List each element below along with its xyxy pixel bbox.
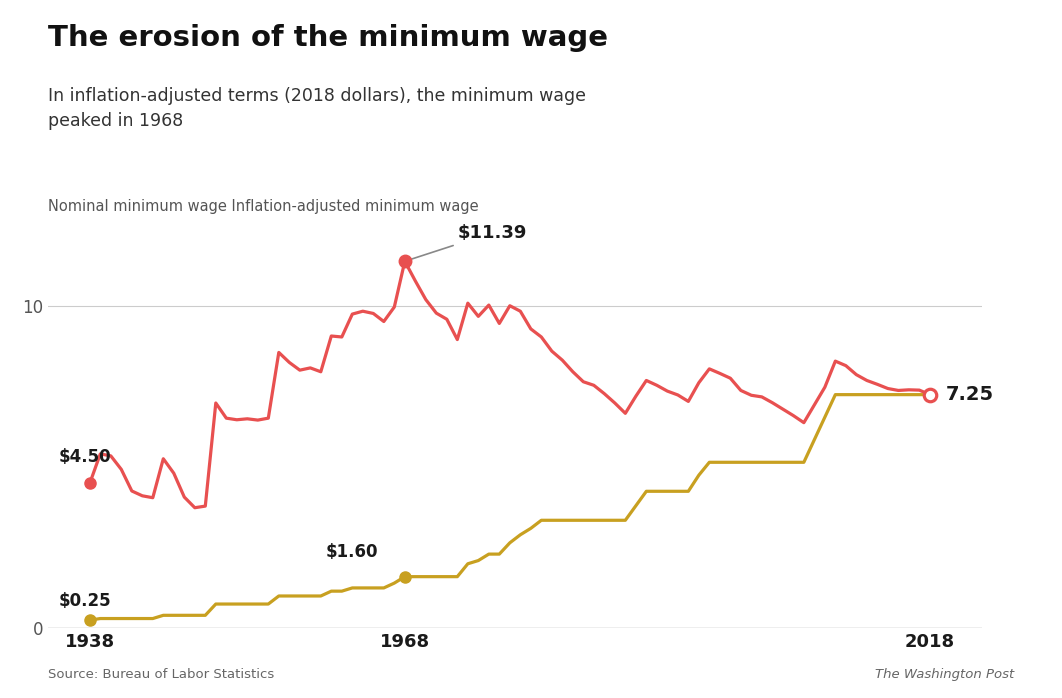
- Text: 7.25: 7.25: [945, 385, 994, 404]
- Text: Source: Bureau of Labor Statistics: Source: Bureau of Labor Statistics: [48, 667, 274, 681]
- Text: $0.25: $0.25: [58, 593, 110, 611]
- Text: In inflation-adjusted terms (2018 dollars), the minimum wage
peaked in 1968: In inflation-adjusted terms (2018 dollar…: [48, 87, 586, 131]
- Text: $4.50: $4.50: [58, 447, 110, 466]
- Text: $1.60: $1.60: [326, 542, 378, 560]
- Text: $11.39: $11.39: [408, 224, 527, 260]
- Text: The Washington Post: The Washington Post: [875, 667, 1014, 681]
- Text: The erosion of the minimum wage: The erosion of the minimum wage: [48, 24, 607, 52]
- Text: Nominal minimum wage Inflation-adjusted minimum wage: Nominal minimum wage Inflation-adjusted …: [48, 199, 478, 214]
